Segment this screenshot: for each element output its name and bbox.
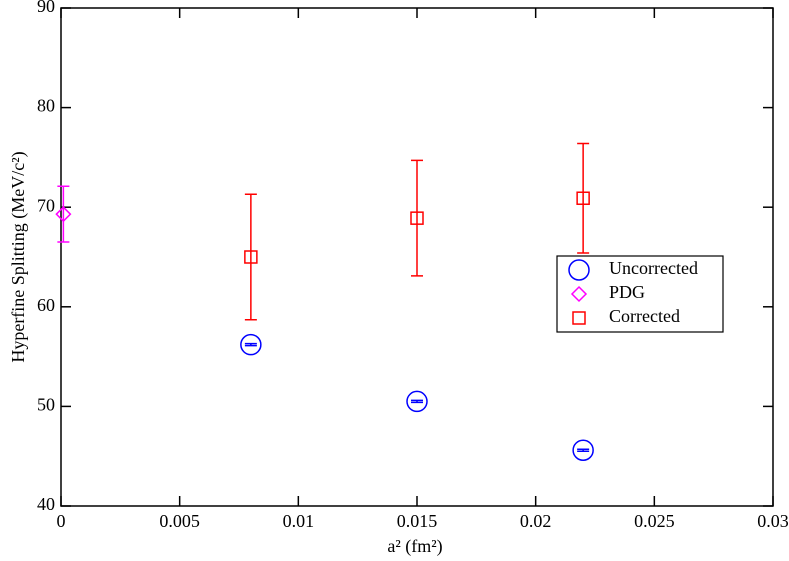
x-tick-label: 0.025 xyxy=(634,511,675,531)
error-bar xyxy=(411,159,423,277)
marker xyxy=(244,250,258,264)
x-tick-label: 0.01 xyxy=(283,511,315,531)
y-tick-label: 40 xyxy=(37,494,55,514)
x-tick-label: 0.005 xyxy=(159,511,200,531)
marker xyxy=(55,206,72,223)
error-bar xyxy=(577,448,590,452)
marker xyxy=(410,211,424,225)
y-tick-label: 60 xyxy=(37,295,55,315)
marker xyxy=(240,333,262,356)
x-tick-label: 0 xyxy=(57,511,66,531)
y-tick-label: 70 xyxy=(37,195,55,215)
marker xyxy=(406,390,428,413)
error-bar xyxy=(411,399,423,404)
legend-label: PDG xyxy=(609,282,645,302)
legend-label: Uncorrected xyxy=(609,258,698,278)
y-tick-label: 50 xyxy=(37,395,55,415)
x-tick-label: 0.03 xyxy=(757,511,789,531)
legend-marker xyxy=(572,311,586,325)
error-bar xyxy=(244,193,257,321)
y-tick-label: 90 xyxy=(37,0,55,16)
legend-marker xyxy=(568,259,590,281)
legend-label: Corrected xyxy=(609,306,680,326)
y-tick-label: 80 xyxy=(37,96,55,116)
marker xyxy=(576,191,590,205)
y-axis-label: Hyperfine Splitting (MeV/c²) xyxy=(8,151,29,362)
x-tick-label: 0.015 xyxy=(397,511,438,531)
marker xyxy=(572,439,594,461)
error-bar xyxy=(577,142,590,254)
legend-marker xyxy=(570,285,588,303)
x-axis-label: a² (fm²) xyxy=(387,536,442,557)
error-bar xyxy=(244,342,257,347)
x-tick-label: 0.02 xyxy=(520,511,552,531)
error-bar xyxy=(57,185,70,243)
